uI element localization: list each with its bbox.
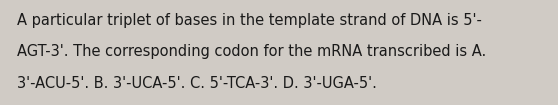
- Text: AGT-3'. The corresponding codon for the mRNA transcribed is A.: AGT-3'. The corresponding codon for the …: [17, 44, 486, 59]
- Text: 3'-ACU-5'. B. 3'-UCA-5'. C. 5'-TCA-3'. D. 3'-UGA-5'.: 3'-ACU-5'. B. 3'-UCA-5'. C. 5'-TCA-3'. D…: [17, 76, 377, 91]
- Text: A particular triplet of bases in the template strand of DNA is 5'-: A particular triplet of bases in the tem…: [17, 13, 482, 28]
